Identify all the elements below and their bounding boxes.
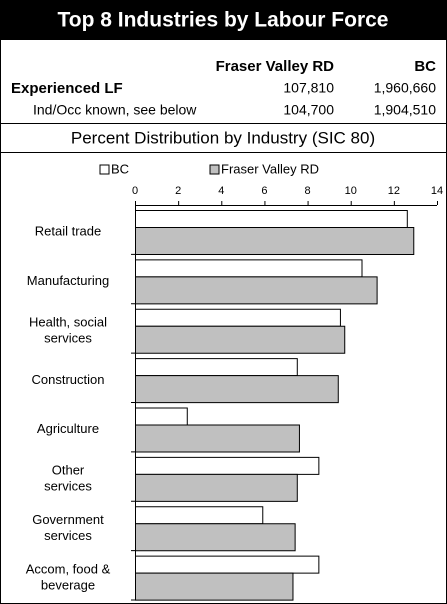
- x-tick-label: 4: [218, 185, 224, 197]
- x-tick-label: 10: [345, 185, 357, 197]
- x-tick-label: 12: [388, 185, 400, 197]
- x-tick-label: 2: [175, 185, 181, 197]
- chart-title: Percent Distribution by Industry (SIC 80…: [71, 128, 375, 147]
- bar: [135, 308, 341, 327]
- bar: [135, 456, 320, 475]
- x-tick-label: 6: [261, 185, 267, 197]
- legend-label: Fraser Valley RD: [221, 161, 319, 176]
- bar: [135, 259, 363, 278]
- y-tick-label: Construction: [32, 372, 105, 387]
- column-header: Fraser Valley RD: [216, 58, 335, 75]
- cell: 1,904,510: [374, 102, 436, 118]
- bar: [135, 276, 378, 305]
- bar: [135, 555, 320, 574]
- y-tick-label: Other services: [44, 463, 92, 494]
- bar: [135, 210, 408, 228]
- bar: [135, 572, 294, 601]
- x-tick-label: 14: [431, 185, 443, 197]
- y-tick-label: Government services: [32, 512, 104, 543]
- column-header: BC: [414, 58, 436, 75]
- bar: [135, 407, 188, 426]
- page-title: Top 8 Industries by Labour Force: [58, 9, 389, 32]
- legend-swatch: [209, 164, 220, 175]
- bar: [135, 523, 296, 552]
- row-label: Experienced LF: [11, 80, 123, 97]
- bar: [135, 473, 298, 502]
- legend-label: BC: [111, 161, 129, 176]
- y-tick-label: Agriculture: [37, 422, 99, 437]
- x-tick-label: 8: [305, 185, 311, 197]
- bar: [135, 375, 339, 404]
- cell: 104,700: [283, 102, 334, 118]
- legend-swatch: [99, 164, 110, 175]
- bar: [135, 358, 298, 377]
- cell: 107,810: [283, 80, 334, 96]
- bar: [135, 506, 264, 525]
- y-tick-label: Health, social services: [29, 315, 107, 346]
- bar: [135, 325, 346, 354]
- y-tick-label: Accom, food & beverage: [26, 562, 111, 593]
- title-bar: [0, 0, 447, 40]
- bar: [135, 424, 300, 453]
- y-tick-label: Manufacturing: [27, 274, 109, 289]
- row-label: Ind/Occ known, see below: [33, 102, 197, 118]
- y-tick-label: Retail trade: [35, 224, 101, 239]
- cell: 1,960,660: [374, 80, 436, 96]
- x-tick-label: 0: [132, 185, 138, 197]
- bar: [135, 227, 415, 255]
